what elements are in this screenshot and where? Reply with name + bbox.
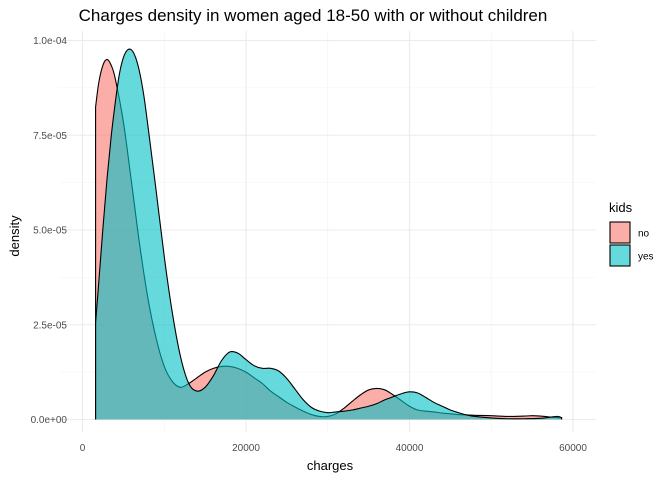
legend: kids no yes — [609, 200, 654, 267]
y-tick-label: 7.5e-05 — [33, 131, 67, 142]
x-tick-label: 40000 — [396, 443, 424, 454]
legend-label-yes: yes — [638, 252, 654, 263]
density-area-yes — [95, 49, 562, 420]
density-areas — [95, 48, 563, 420]
x-tick-label: 60000 — [559, 443, 587, 454]
chart-title: Charges density in women aged 18-50 with… — [79, 6, 548, 25]
y-tick-label: 2.5e-05 — [33, 320, 67, 331]
legend-title: kids — [609, 200, 633, 215]
legend-swatch-no — [609, 221, 631, 244]
y-tick-label: 5.0e-05 — [33, 226, 67, 237]
x-tick-label: 20000 — [232, 443, 260, 454]
x-tick-label: 0 — [80, 443, 86, 454]
y-axis-ticks: 0.0e+00 2.5e-05 5.0e-05 7.5e-05 1.0e-04 — [31, 36, 68, 426]
y-axis-title: density — [7, 215, 22, 257]
y-tick-label: 1.0e-04 — [33, 36, 67, 47]
y-tick-label: 0.0e+00 — [31, 415, 68, 426]
x-axis-ticks: 0 20000 40000 60000 — [80, 443, 588, 454]
legend-swatch-yes — [609, 244, 631, 267]
legend-label-no: no — [638, 229, 650, 240]
density-line-yes — [95, 48, 563, 420]
x-axis-title: charges — [307, 458, 354, 473]
